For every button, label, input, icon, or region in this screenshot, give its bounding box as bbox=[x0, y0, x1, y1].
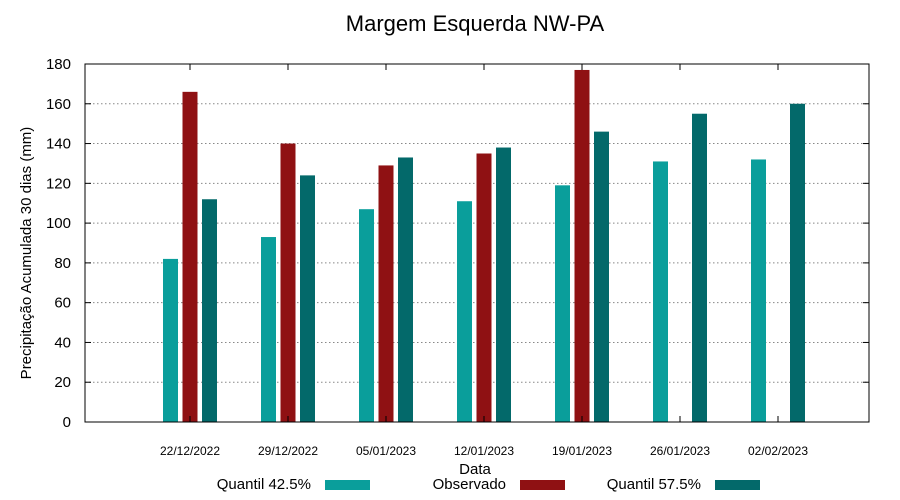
bar bbox=[280, 143, 296, 423]
y-tick-label: 40 bbox=[54, 334, 71, 351]
bar bbox=[378, 165, 394, 422]
bar bbox=[594, 131, 609, 422]
bar bbox=[457, 201, 472, 422]
bar bbox=[163, 258, 178, 422]
y-tick-label: 60 bbox=[54, 295, 71, 312]
bar bbox=[574, 69, 590, 422]
y-tick-label: 140 bbox=[46, 136, 71, 153]
bar bbox=[751, 159, 766, 422]
x-tick-label: 02/02/2023 bbox=[748, 444, 808, 458]
x-tick-label: 12/01/2023 bbox=[454, 444, 514, 458]
x-tick-label: 26/01/2023 bbox=[650, 444, 710, 458]
legend-swatch bbox=[325, 480, 370, 490]
x-tick-labels: 22/12/2022 29/12/2022 05/01/2023 12/01/2023… bbox=[160, 444, 808, 458]
legend-label: Quantil 42.5% bbox=[217, 476, 311, 493]
legend: Quantil 42.5% Observado Quantil 57.5% bbox=[217, 476, 760, 493]
y-tick-label: 180 bbox=[46, 56, 71, 73]
bar bbox=[398, 157, 413, 422]
bar bbox=[359, 209, 374, 422]
bar bbox=[653, 161, 668, 422]
y-tick-label: 100 bbox=[46, 215, 71, 232]
tick-marks bbox=[85, 63, 869, 423]
y-tick-label: 0 bbox=[63, 414, 71, 431]
legend-swatch bbox=[520, 480, 565, 490]
bar bbox=[790, 103, 805, 423]
bars bbox=[163, 69, 805, 423]
x-tick-label: 05/01/2023 bbox=[356, 444, 416, 458]
bar bbox=[300, 175, 315, 422]
plot-frame bbox=[84, 63, 870, 423]
legend-label: Quantil 57.5% bbox=[607, 476, 701, 493]
y-axis-label: Precipitação Acumulada 30 dias (mm) bbox=[18, 127, 35, 380]
bar bbox=[182, 91, 198, 422]
bar bbox=[476, 153, 492, 422]
y-tick-label: 80 bbox=[54, 255, 71, 272]
bar bbox=[261, 237, 276, 422]
y-tick-label: 120 bbox=[46, 175, 71, 192]
legend-swatch bbox=[715, 480, 760, 490]
x-tick-label: 29/12/2022 bbox=[258, 444, 318, 458]
bar bbox=[692, 113, 707, 422]
y-tick-label: 160 bbox=[46, 96, 71, 113]
bar bbox=[496, 147, 511, 423]
chart-title: Margem Esquerda NW-PA bbox=[346, 11, 605, 36]
bar bbox=[555, 185, 570, 422]
y-tick-labels: 0 20 40 60 80 100 120 140 160 180 bbox=[46, 56, 71, 431]
x-axis-label: Data bbox=[459, 461, 491, 478]
legend-label: Observado bbox=[433, 476, 506, 493]
bar bbox=[202, 199, 217, 422]
y-tick-label: 20 bbox=[54, 374, 71, 391]
x-tick-label: 19/01/2023 bbox=[552, 444, 612, 458]
x-tick-label: 22/12/2022 bbox=[160, 444, 220, 458]
